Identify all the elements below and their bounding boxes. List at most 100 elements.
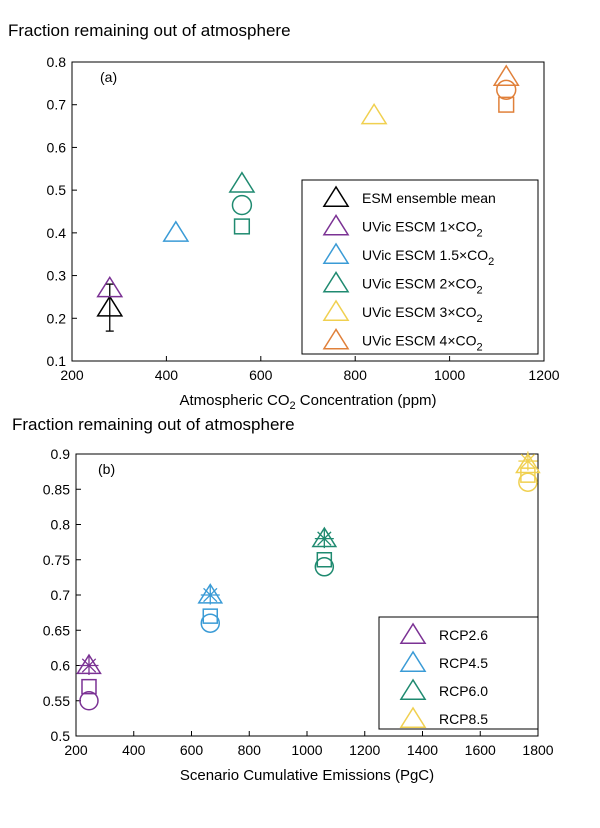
- y-tick-label: 0.5: [51, 728, 71, 744]
- data-point-circle: [231, 194, 253, 216]
- legend-entry: RCP6.0: [439, 683, 488, 699]
- x-tick-label: 600: [249, 367, 273, 383]
- y-tick-label: 0.85: [43, 481, 70, 497]
- y-tick-label: 0.55: [43, 693, 70, 709]
- data-point-star: [518, 451, 538, 471]
- data-point-circle: [200, 613, 221, 633]
- panel-b: Fraction remaining out of atmosphere (b) 2…: [12, 415, 554, 784]
- x-tick-label: 400: [122, 742, 146, 758]
- x-tick-label: 1000: [434, 367, 465, 383]
- data-point-triangle: [162, 220, 190, 242]
- legend-entry: UVic ESCM 2×CO2: [362, 276, 483, 297]
- y-tick-label: 0.6: [51, 658, 71, 674]
- y-tick-label: 0.7: [51, 587, 71, 603]
- data-point-triangle: [76, 653, 102, 675]
- legend-marker: [399, 678, 427, 701]
- series-3: [228, 171, 256, 235]
- data-point-triangle: [96, 295, 124, 317]
- legend-entry: UVic ESCM 4×CO2: [362, 333, 483, 354]
- data-point-square: [233, 218, 251, 235]
- data-point-triangle: [228, 171, 256, 193]
- data-point-circle: [79, 691, 99, 711]
- panel-a: Fraction remaining out of atmosphere (a) 2…: [8, 21, 560, 412]
- chart-title: Fraction remaining out of atmosphere: [12, 415, 295, 434]
- legend-marker: [322, 299, 350, 322]
- legend-marker: [322, 242, 350, 265]
- x-axis-label: Scenario Cumulative Emissions (PgC): [180, 767, 434, 784]
- data-point-circle: [314, 557, 335, 577]
- x-tick-label: 1600: [465, 742, 496, 758]
- legend-marker: [399, 622, 427, 645]
- series-1: [197, 583, 224, 633]
- x-tick-label: 1000: [291, 742, 322, 758]
- x-tick-label: 800: [238, 742, 262, 758]
- series-1: [96, 275, 124, 298]
- data-point-triangle: [360, 102, 388, 125]
- legend-entry: RCP8.5: [439, 711, 488, 727]
- y-tick-label: 0.3: [47, 268, 67, 284]
- y-tick-label: 0.75: [43, 552, 70, 568]
- legend-entry: ESM ensemble mean: [362, 190, 496, 206]
- legend-entry: RCP2.6: [439, 627, 488, 643]
- y-tick-label: 0.65: [43, 622, 70, 638]
- x-tick-label: 1400: [407, 742, 438, 758]
- y-tick-label: 0.8: [47, 54, 67, 70]
- data-point-triangle: [311, 526, 338, 548]
- legend-box: [378, 616, 539, 730]
- panel-label: (a): [100, 69, 117, 85]
- y-tick-label: 0.6: [47, 139, 67, 155]
- y-tick-label: 0.2: [47, 310, 67, 326]
- y-tick-label: 0.4: [47, 225, 67, 241]
- y-tick-label: 0.5: [47, 182, 67, 198]
- y-tick-label: 0.8: [51, 517, 71, 533]
- legend-marker: [322, 214, 350, 236]
- legend-marker: [399, 650, 427, 673]
- series-3: [515, 451, 541, 492]
- data-point-square: [316, 552, 333, 568]
- x-tick-label: 1800: [522, 742, 553, 758]
- data-point-triangle: [492, 64, 520, 86]
- legend-entry: UVic ESCM 3×CO2: [362, 304, 483, 325]
- x-tick-label: 400: [155, 367, 179, 383]
- data-point-square: [81, 678, 97, 695]
- data-point-square: [520, 467, 536, 483]
- series-2: [162, 220, 190, 242]
- series-2: [311, 526, 338, 577]
- y-tick-label: 0.9: [51, 446, 71, 462]
- x-tick-label: 600: [180, 742, 204, 758]
- series-4: [360, 102, 388, 125]
- legend: RCP2.6 RCP4.5 RCP6.0 RCP8.5: [378, 616, 539, 730]
- legend-marker: [322, 328, 350, 350]
- series-0: [76, 653, 102, 711]
- legend: ESM ensemble mean UVic ESCM 1×CO2 UVic ESC…: [301, 179, 539, 355]
- x-tick-label: 800: [344, 367, 368, 383]
- x-tick-label: 200: [64, 742, 88, 758]
- x-tick-label: 200: [60, 367, 84, 383]
- x-tick-label: 1200: [349, 742, 380, 758]
- plot-frame: [71, 61, 545, 362]
- legend-marker: [322, 185, 350, 208]
- data-point-triangle: [197, 583, 224, 604]
- chart-title: Fraction remaining out of atmosphere: [8, 21, 291, 40]
- series-5: [492, 64, 520, 113]
- legend-marker: [322, 271, 350, 293]
- x-axis-label: Atmospheric CO2 Concentration (ppm): [179, 392, 436, 412]
- data-point-circle: [496, 79, 517, 100]
- data-point-star: [79, 656, 99, 675]
- data-point-star: [200, 585, 220, 605]
- legend-entry: UVic ESCM 1.5×CO2: [362, 247, 494, 268]
- data-point-circle: [518, 472, 538, 492]
- legend-box: [301, 179, 539, 355]
- x-tick-label: 1200: [528, 367, 559, 383]
- panel-label: (b): [98, 461, 115, 477]
- data-point-square: [498, 96, 515, 113]
- data-point-triangle: [96, 275, 124, 298]
- legend-entry: UVic ESCM 1×CO2: [362, 219, 483, 240]
- data-point-star: [314, 529, 334, 549]
- y-tick-label: 0.7: [47, 97, 67, 113]
- y-tick-label: 0.1: [47, 353, 67, 369]
- series-0: [96, 283, 124, 332]
- data-point-square: [202, 608, 219, 624]
- legend-entry: RCP4.5: [439, 655, 488, 671]
